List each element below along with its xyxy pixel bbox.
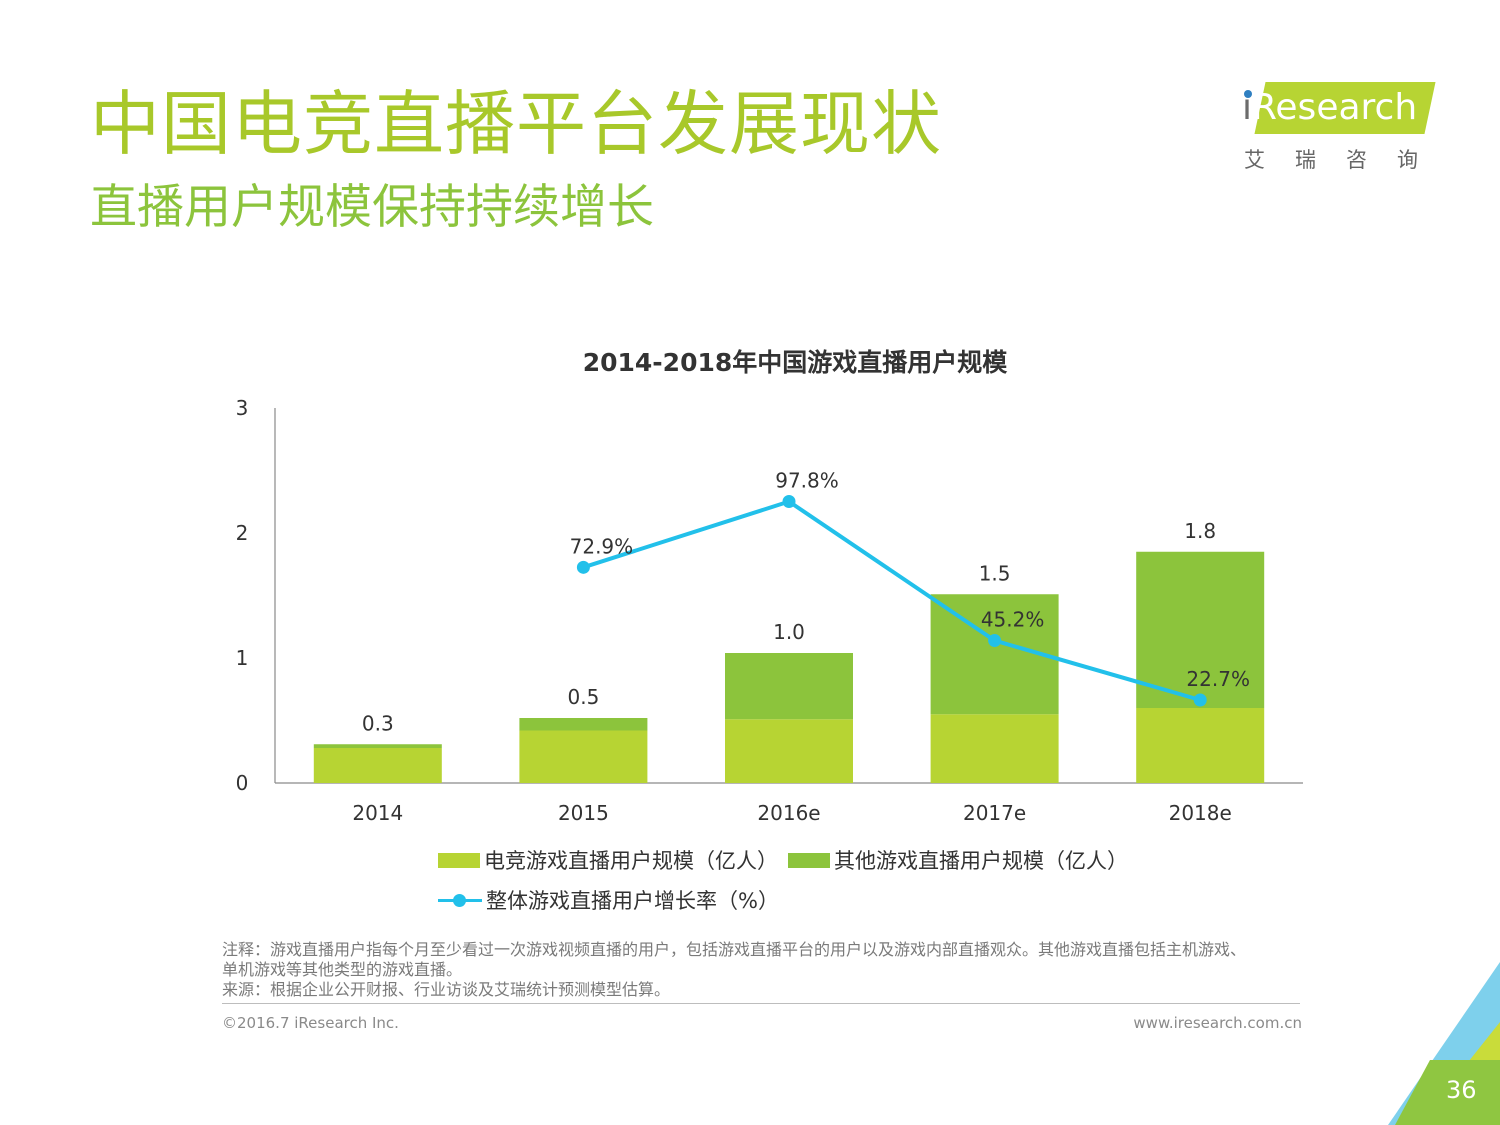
growth-line: [583, 502, 1200, 700]
growth-label: 45.2%: [981, 608, 1045, 632]
bar-total-label: 0.3: [362, 711, 394, 735]
legend-swatch-growth: [438, 893, 482, 908]
x-tick-label: 2016e: [757, 801, 820, 825]
x-tick-label: 2015: [558, 801, 609, 825]
note-line-1: 注释：游戏直播用户指每个月至少看过一次游戏视频直播的用户，包括游戏直播平台的用户…: [222, 940, 1302, 960]
y-tick-label: 3: [236, 396, 249, 420]
page-number: 36: [1446, 1076, 1477, 1104]
bar-other: [519, 718, 647, 731]
legend-label-growth: 整体游戏直播用户增长率（%）: [486, 885, 779, 915]
y-tick-label: 0: [236, 771, 249, 795]
legend-label-esports: 电竞游戏直播用户规模（亿人）: [484, 845, 778, 875]
growth-point: [988, 634, 1001, 647]
legend-row-line: 整体游戏直播用户增长率（%）: [438, 883, 1128, 917]
legend-row-bars: 电竞游戏直播用户规模（亿人） 其他游戏直播用户规模（亿人）: [438, 843, 1128, 877]
bar-other: [725, 653, 853, 719]
x-tick-label: 2017e: [963, 801, 1026, 825]
x-tick-label: 2018e: [1169, 801, 1232, 825]
bar-total-label: 1.0: [773, 620, 805, 644]
copyright: ©2016.7 iResearch Inc.: [222, 1014, 399, 1032]
bar-total-label: 1.8: [1184, 519, 1216, 543]
bar-esports: [725, 719, 853, 783]
growth-point: [577, 561, 590, 574]
bar-other: [314, 744, 442, 748]
growth-label: 22.7%: [1186, 667, 1250, 691]
bar-total-label: 0.5: [567, 685, 599, 709]
bar-esports: [931, 714, 1059, 783]
growth-label: 72.9%: [570, 534, 634, 558]
legend-swatch-other: [788, 853, 830, 868]
chart-svg: 0 1 2 3 0.3 2014 0.5 2015 1.0 2016e 1.5 2017e 1.8 201…: [0, 0, 1500, 850]
note-line-2: 单机游戏等其他类型的游戏直播。: [222, 960, 1302, 980]
x-tick-label: 2014: [352, 801, 403, 825]
growth-label: 97.8%: [775, 469, 839, 493]
y-tick-label: 2: [236, 521, 249, 545]
website-link[interactable]: www.iresearch.com.cn: [1133, 1014, 1302, 1032]
legend-label-other: 其他游戏直播用户规模（亿人）: [834, 845, 1128, 875]
footer-divider: [222, 1003, 1300, 1004]
bar-esports: [519, 731, 647, 784]
legend-swatch-esports: [438, 853, 480, 868]
growth-point: [783, 495, 796, 508]
y-tick-label: 1: [236, 646, 249, 670]
chart-legend: 电竞游戏直播用户规模（亿人） 其他游戏直播用户规模（亿人） 整体游戏直播用户增长…: [438, 843, 1128, 923]
bar-total-label: 1.5: [979, 561, 1011, 585]
note-line-3: 来源：根据企业公开财报、行业访谈及艾瑞统计预测模型估算。: [222, 980, 1302, 1000]
growth-point: [1194, 694, 1207, 707]
bar-esports: [1136, 708, 1264, 783]
notes: 注释：游戏直播用户指每个月至少看过一次游戏视频直播的用户，包括游戏直播平台的用户…: [222, 940, 1302, 1000]
bar-esports: [314, 748, 442, 783]
